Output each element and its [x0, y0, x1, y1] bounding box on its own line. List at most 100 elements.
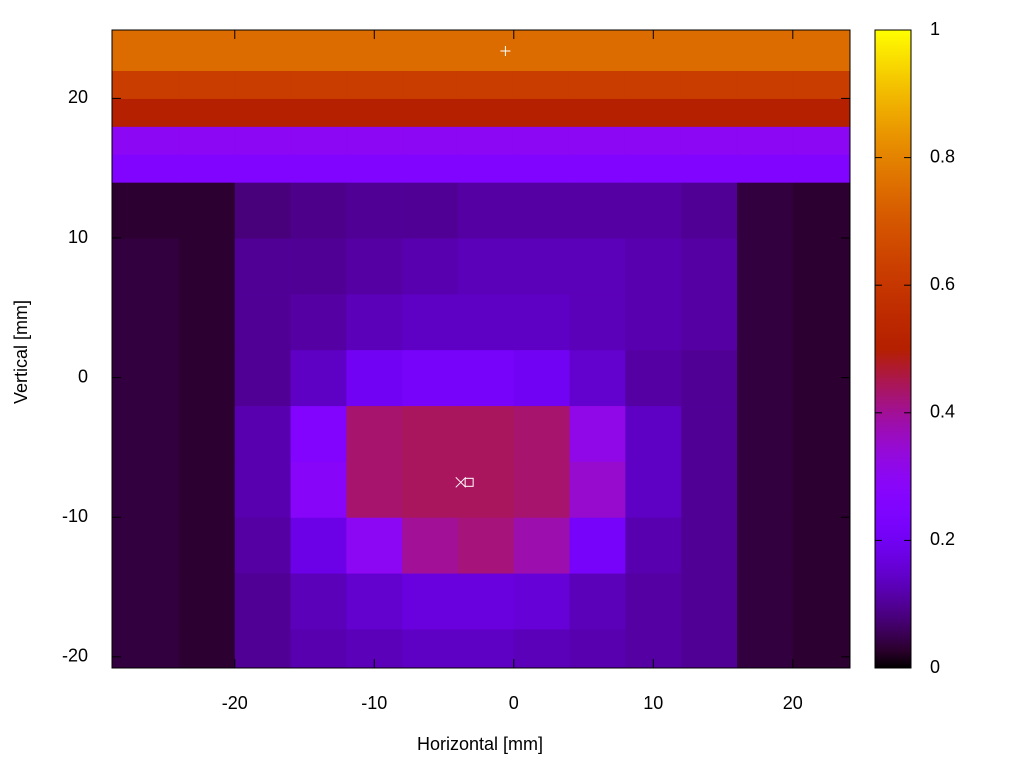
- heatmap-cell: [681, 98, 738, 127]
- heatmap-cell: [112, 126, 180, 155]
- heatmap-cell: [681, 154, 738, 183]
- heatmap-cell: [402, 349, 459, 407]
- heatmap-cell: [112, 154, 180, 183]
- heatmap-cell: [736, 30, 794, 71]
- heatmap-cell: [402, 461, 459, 518]
- heatmap-cell: [792, 405, 851, 462]
- heatmap-cell: [681, 405, 738, 462]
- heatmap-cell: [513, 182, 571, 239]
- heatmap-cell: [569, 573, 626, 630]
- colorbar-tick-label: 0.4: [930, 402, 955, 422]
- heatmap-cell: [569, 30, 626, 71]
- heatmap-cell: [402, 126, 459, 155]
- heatmap-cell: [290, 517, 347, 574]
- heatmap-cell: [234, 154, 292, 183]
- marker-square: [464, 477, 474, 487]
- heatmap-cell: [736, 126, 794, 155]
- heatmap-cell: [625, 126, 682, 155]
- heatmap-cell: [457, 405, 515, 462]
- heatmap-cell: [234, 517, 292, 574]
- heatmap-cell: [234, 126, 292, 155]
- heatmap-cell: [792, 238, 851, 295]
- heatmap-cell: [736, 182, 794, 239]
- heatmap-cell: [290, 30, 347, 71]
- colorbar-tick-label: 0.8: [930, 146, 955, 166]
- heatmap-cell: [681, 70, 738, 99]
- heatmap-cell: [625, 154, 682, 183]
- heatmap-cell: [178, 349, 236, 407]
- heatmap-cell: [569, 293, 626, 351]
- heatmap-cell: [112, 182, 180, 239]
- heatmap-cell: [457, 573, 515, 630]
- heatmap-cell: [792, 573, 851, 630]
- x-tick-label: -20: [222, 693, 248, 713]
- heatmap-cell: [346, 573, 403, 630]
- heatmap-cell: [513, 517, 571, 574]
- heatmap-cell: [290, 628, 347, 669]
- heatmap-cell: [290, 461, 347, 518]
- heatmap-cell: [178, 293, 236, 351]
- heatmap-cell: [346, 517, 403, 574]
- colorbar: [874, 29, 912, 669]
- heatmap-cell: [569, 461, 626, 518]
- heatmap-cell: [792, 628, 851, 669]
- heatmap-cell: [178, 628, 236, 669]
- heatmap-cell: [346, 461, 403, 518]
- heatmap-cell: [234, 182, 292, 239]
- heatmap-cell: [178, 70, 236, 99]
- heatmap-cell: [569, 126, 626, 155]
- heatmap-cell: [178, 126, 236, 155]
- heatmap-cell: [234, 628, 292, 669]
- heatmap-cell: [569, 349, 626, 407]
- colorbar-tick-label: 0.6: [930, 274, 955, 294]
- heatmap-cell: [234, 405, 292, 462]
- heatmap-cell: [681, 182, 738, 239]
- heatmap-cell: [792, 30, 851, 71]
- heatmap-cell: [178, 461, 236, 518]
- heatmap-cell: [569, 154, 626, 183]
- heatmap-cell: [402, 30, 459, 71]
- heatmap-cell: [290, 70, 347, 99]
- heatmap-cell: [402, 70, 459, 99]
- heatmap-cell: [457, 70, 515, 99]
- heatmap-cell: [792, 182, 851, 239]
- heatmap-cell: [234, 349, 292, 407]
- heatmap-cell: [402, 293, 459, 351]
- heatmap-cell: [513, 628, 571, 669]
- heatmap-cell: [290, 573, 347, 630]
- heatmap-cell: [736, 98, 794, 127]
- heatmap-cell: [513, 573, 571, 630]
- heatmap-cell: [346, 349, 403, 407]
- heatmap-cell: [736, 70, 794, 99]
- heatmap-cell: [569, 628, 626, 669]
- heatmap-cell: [457, 461, 515, 518]
- heatmap-cell: [346, 405, 403, 462]
- heatmap-cell: [112, 30, 180, 71]
- heatmap-cell: [112, 628, 180, 669]
- heatmap-cell: [112, 405, 180, 462]
- heatmap-cell: [178, 154, 236, 183]
- heatmap-cell: [681, 30, 738, 71]
- heatmap-cell: [234, 30, 292, 71]
- colorbar-tick-label: 0: [930, 657, 940, 677]
- heatmap-cell: [112, 98, 180, 127]
- colorbar-tick-label: 0.2: [930, 529, 955, 549]
- heatmap-cell: [402, 182, 459, 239]
- heatmap-cell: [234, 238, 292, 295]
- y-tick-label: -10: [62, 506, 88, 526]
- heatmap-cell: [681, 628, 738, 669]
- heatmap-cell: [792, 126, 851, 155]
- y-tick-label: 10: [68, 227, 88, 247]
- heatmap-cell: [736, 517, 794, 574]
- heatmap-cell: [112, 238, 180, 295]
- heatmap-cell: [178, 405, 236, 462]
- heatmap-cell: [346, 154, 403, 183]
- heatmap: [112, 30, 851, 669]
- heatmap-cell: [290, 154, 347, 183]
- heatmap-cell: [792, 154, 851, 183]
- x-tick-label: -10: [361, 693, 387, 713]
- heatmap-cell: [569, 238, 626, 295]
- heatmap-cell: [736, 405, 794, 462]
- heatmap-cell: [112, 70, 180, 99]
